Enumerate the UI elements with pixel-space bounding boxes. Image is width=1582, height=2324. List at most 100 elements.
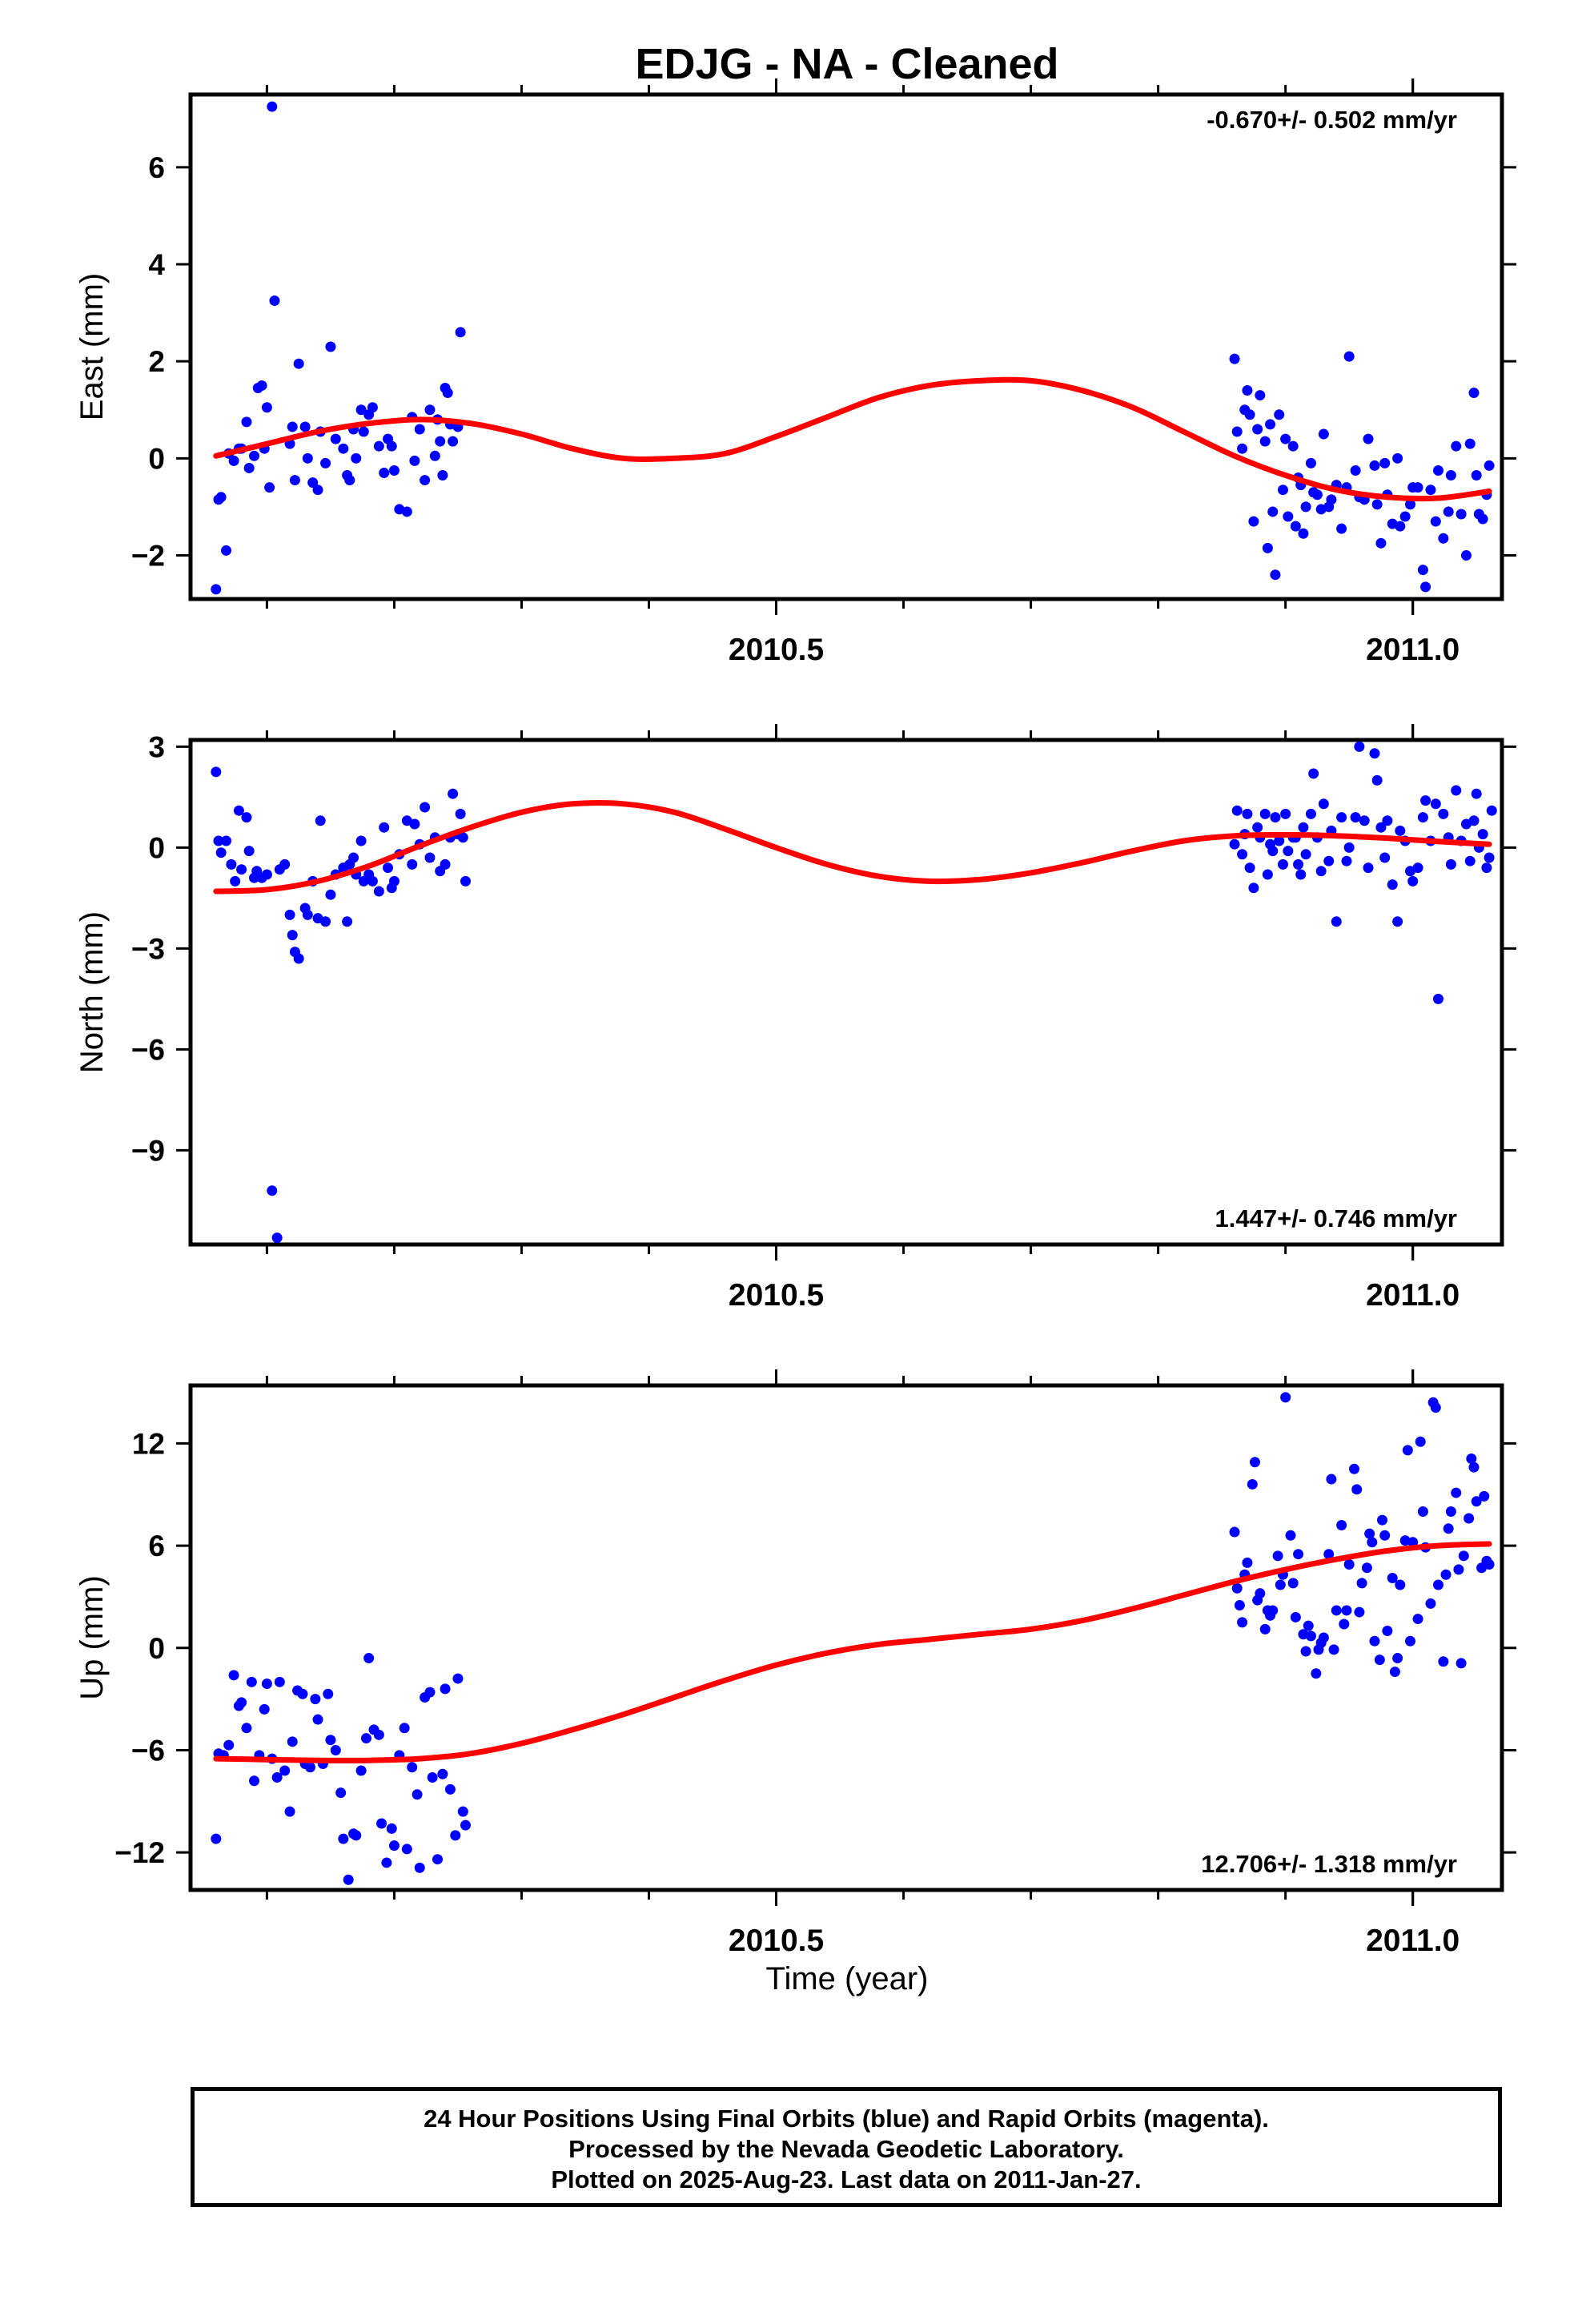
north-data-point xyxy=(302,909,313,920)
east-data-point xyxy=(1229,353,1240,364)
east-data-point xyxy=(241,416,252,428)
up-data-point xyxy=(1249,1457,1260,1468)
north-data-point xyxy=(1417,812,1428,823)
up-data-point xyxy=(1339,1618,1350,1630)
east-data-point xyxy=(299,421,311,432)
up-data-point xyxy=(1267,1605,1279,1616)
up-y-tick-label: 0 xyxy=(148,1632,165,1665)
east-y-tick-label: 6 xyxy=(148,151,165,184)
up-data-point xyxy=(1323,1549,1335,1560)
up-data-point xyxy=(1451,1487,1462,1498)
east-data-point xyxy=(1290,521,1301,532)
north-data-point xyxy=(1395,825,1406,836)
north-y-tick-label: −9 xyxy=(131,1134,165,1167)
north-data-point xyxy=(355,835,367,846)
north-data-point xyxy=(1267,846,1279,857)
up-data-point xyxy=(1231,1582,1243,1594)
east-data-point xyxy=(1445,470,1456,481)
north-data-point xyxy=(226,858,237,870)
north-x-tick-label: 2011.0 xyxy=(1366,1278,1460,1313)
up-data-point xyxy=(1445,1506,1456,1517)
north-data-point xyxy=(1445,858,1456,870)
up-data-point xyxy=(1305,1630,1316,1642)
east-data-point xyxy=(355,404,367,416)
east-data-point xyxy=(1363,433,1374,444)
up-data-point xyxy=(381,1857,392,1868)
east-data-point xyxy=(1343,351,1355,362)
up-data-point xyxy=(1364,1528,1375,1539)
north-data-point xyxy=(1274,835,1285,846)
north-data-point xyxy=(287,930,298,941)
east-data-point xyxy=(1460,549,1472,561)
north-data-point xyxy=(1270,812,1281,823)
up-data-point xyxy=(399,1723,410,1734)
up-data-point xyxy=(279,1765,291,1776)
north-data-point xyxy=(325,889,336,900)
north-data-point xyxy=(1293,858,1304,870)
east-data-point xyxy=(287,421,298,432)
up-data-point xyxy=(457,1806,468,1817)
north-data-point xyxy=(211,766,222,778)
north-data-point xyxy=(221,835,232,846)
east-data-point xyxy=(293,358,304,369)
up-data-point xyxy=(1458,1550,1469,1562)
east-data-point xyxy=(312,485,323,496)
up-y-axis-label: Up (mm) xyxy=(74,1575,110,1700)
up-rate-label: 12.706+/- 1.318 mm/yr xyxy=(1201,1850,1457,1878)
east-data-point xyxy=(1231,426,1243,437)
east-data-point xyxy=(1298,528,1309,539)
up-data-point xyxy=(1318,1632,1329,1643)
east-data-point xyxy=(249,450,260,461)
north-data-point xyxy=(1468,815,1480,826)
east-data-point xyxy=(1471,470,1482,481)
up-data-point xyxy=(1443,1523,1454,1534)
footer-line-2: Processed by the Nevada Geodetic Laborat… xyxy=(568,2135,1124,2163)
east-data-point xyxy=(1443,506,1454,517)
up-data-point xyxy=(1234,1600,1245,1611)
up-data-point xyxy=(407,1762,418,1773)
east-data-point xyxy=(228,455,239,466)
up-y-tick-label: 12 xyxy=(132,1427,165,1460)
up-data-point xyxy=(351,1830,362,1841)
north-data-point xyxy=(261,869,272,880)
east-data-point xyxy=(1265,419,1276,430)
north-data-point xyxy=(1484,852,1495,863)
east-data-point xyxy=(1277,485,1288,496)
north-data-point xyxy=(1343,842,1355,853)
up-data-point xyxy=(1484,1558,1495,1570)
up-data-point xyxy=(376,1818,387,1829)
north-data-point xyxy=(1371,774,1383,786)
north-data-point xyxy=(460,875,472,887)
up-data-point xyxy=(1300,1646,1311,1657)
east-data-point xyxy=(1404,499,1415,510)
north-data-point xyxy=(215,847,227,858)
north-data-point xyxy=(1323,855,1335,866)
east-data-point xyxy=(455,327,466,338)
north-data-point xyxy=(342,916,353,927)
east-data-point xyxy=(1477,513,1488,525)
up-data-point xyxy=(437,1768,448,1779)
north-data-point xyxy=(1350,812,1361,823)
east-data-point xyxy=(1395,521,1406,532)
up-data-point xyxy=(1290,1611,1301,1622)
up-data-point xyxy=(450,1830,461,1841)
up-data-point xyxy=(440,1683,451,1695)
up-data-point xyxy=(1415,1436,1426,1447)
north-panel: 2010.5 2011.0 −9 −6 −3 0 3 North (mm) 1.447+/- 0… xyxy=(74,724,1516,1313)
up-x-tick-label: 2010.5 xyxy=(729,1924,824,1958)
east-data-point xyxy=(307,477,319,489)
east-data-point xyxy=(1456,509,1467,520)
north-data-point xyxy=(1432,993,1443,1004)
east-data-point xyxy=(448,436,459,447)
up-data-point xyxy=(1374,1655,1385,1666)
north-data-point xyxy=(230,875,241,887)
east-data-point xyxy=(1326,494,1337,505)
north-data-point xyxy=(1363,862,1374,874)
up-data-point xyxy=(1311,1668,1322,1679)
up-data-point xyxy=(1275,1579,1286,1590)
east-data-point xyxy=(1451,440,1462,452)
east-data-point xyxy=(338,443,349,454)
north-y-axis-label: North (mm) xyxy=(74,911,110,1073)
north-data-point xyxy=(1375,822,1387,833)
